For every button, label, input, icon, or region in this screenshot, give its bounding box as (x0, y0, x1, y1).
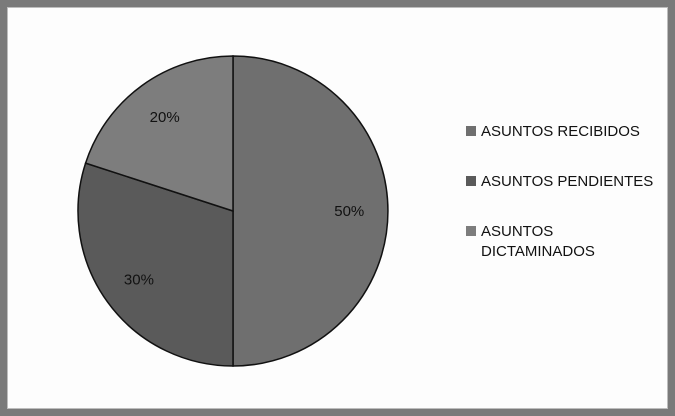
legend: ASUNTOS RECIBIDOS ASUNTOS PENDIENTES ASU… (466, 122, 666, 292)
legend-item-pendientes: ASUNTOS PENDIENTES (466, 172, 666, 192)
legend-swatch-dictaminados (466, 226, 476, 236)
slice-pendientes (77, 162, 234, 367)
slice-recibidos (232, 55, 389, 367)
legend-label-dictaminados: ASUNTOS DICTAMINADOS (481, 223, 595, 260)
legend-label-recibidos: ASUNTOS RECIBIDOS (481, 123, 640, 140)
legend-item-recibidos: ASUNTOS RECIBIDOS (466, 122, 666, 142)
legend-label-pendientes: ASUNTOS PENDIENTES (481, 173, 654, 190)
data-label-pendientes: 30% (124, 271, 154, 288)
legend-item-dictaminados: ASUNTOS DICTAMINADOS (466, 222, 666, 262)
data-label-dictaminados: 20% (150, 109, 180, 126)
legend-swatch-pendientes (466, 176, 476, 186)
data-label-recibidos: 50% (334, 203, 364, 220)
legend-swatch-recibidos (466, 126, 476, 136)
slice-dictaminados (84, 55, 234, 213)
